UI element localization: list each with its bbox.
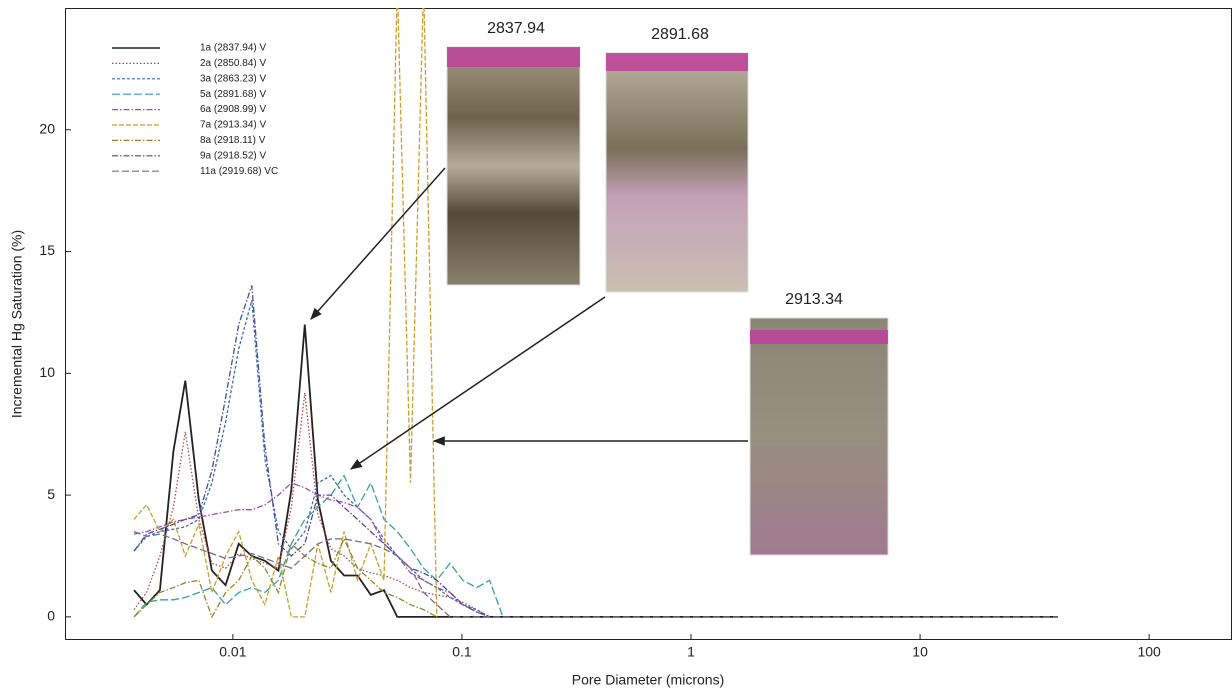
annotation: 2913.34 <box>785 291 843 308</box>
series-line <box>133 8 438 618</box>
x-tick-label: 10 <box>912 644 928 660</box>
photo-insets: 2837.94 2891.68 2913.34 <box>310 20 889 556</box>
legend-label: 2a (2850.84) V <box>200 58 266 69</box>
legend-label: 9a (2918.52) V <box>200 150 266 161</box>
arrow <box>350 296 606 470</box>
annotation: 2891.68 <box>651 26 709 43</box>
legend-label: 1a (2837.94) V <box>200 43 266 54</box>
legend-label: 11a (2919.68) VC <box>200 166 278 177</box>
legend-label: 5a (2891.68) V <box>200 89 266 100</box>
legend-label: 3a (2863.23) V <box>200 73 266 84</box>
series-line <box>133 392 490 618</box>
x-tick-label: 100 <box>1137 644 1161 660</box>
series-line <box>133 285 490 618</box>
y-tick-label: 15 <box>39 242 55 258</box>
photo-tape <box>606 53 748 71</box>
series-line <box>133 324 1058 618</box>
y-axis-label: Incremental Hg Saturation (%) <box>9 230 25 418</box>
photo <box>605 52 749 293</box>
series-line <box>133 530 1058 618</box>
y-tick-label: 10 <box>39 364 55 380</box>
photo-tape <box>750 330 888 344</box>
x-tick-label: 1 <box>687 644 695 660</box>
series-line <box>133 537 438 619</box>
legend-label: 6a (2908.99) V <box>200 104 266 115</box>
y-tick-label: 20 <box>39 120 55 136</box>
annotation: 2837.94 <box>487 20 545 37</box>
legend: 1a (2837.94) V 2a (2850.84) V 3a (2863.23)… <box>112 43 278 177</box>
legend-label: 8a (2918.11) V <box>200 135 266 146</box>
arrow <box>310 167 446 320</box>
y-tick-label: 5 <box>47 486 55 502</box>
photo <box>749 317 889 556</box>
x-tick-label: 0.1 <box>452 644 472 660</box>
plot-area <box>133 8 1058 619</box>
legend-label: 7a (2913.34) V <box>200 120 266 131</box>
photo-tape <box>447 47 580 67</box>
x-axis-label: Pore Diameter (microns) <box>572 672 724 688</box>
photo <box>446 46 581 286</box>
series-line <box>133 482 490 618</box>
y-tick-label: 0 <box>47 608 55 624</box>
x-tick-label: 0.01 <box>219 644 246 660</box>
series-line <box>133 474 504 618</box>
